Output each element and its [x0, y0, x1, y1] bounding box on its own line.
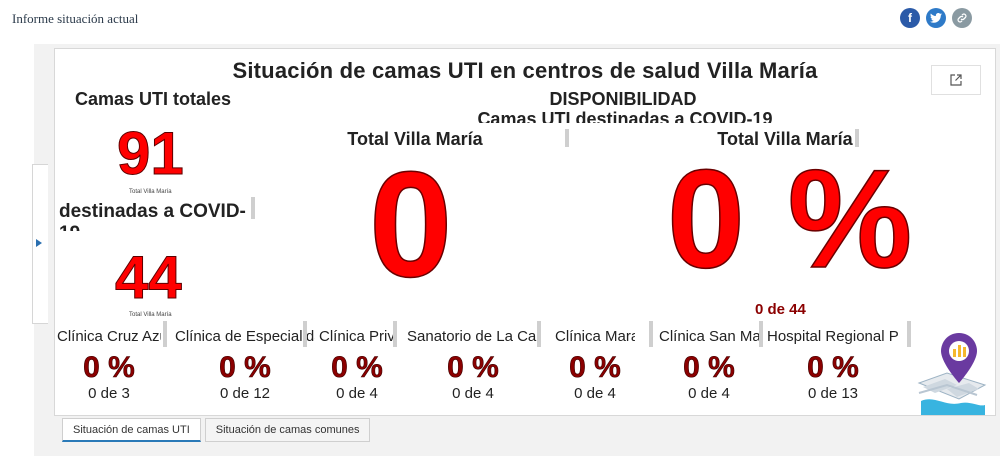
- twitter-bird-shape: [930, 13, 942, 23]
- clinic-pct: 0 %: [331, 351, 383, 385]
- clinic-fraction: 0 de 4: [574, 385, 616, 402]
- availability-title: DISPONIBILIDAD: [549, 89, 697, 109]
- covid-beds-label: destinadas a COVID-19: [59, 201, 246, 231]
- clinic-card: Clínica de Especialidades 0 % 0 de 12: [175, 327, 315, 403]
- dashboard-title: Situación de camas UTI en centros de sal…: [232, 58, 818, 83]
- facebook-icon[interactable]: f: [900, 8, 920, 28]
- clinic-name: Clínica de Especialidades: [175, 328, 315, 345]
- chevron-right-icon: [36, 239, 42, 247]
- side-panel-toggle[interactable]: [32, 164, 48, 324]
- scrollbar-thumb[interactable]: [855, 129, 859, 147]
- view-tabs: Situación de camas UTI Situación de cama…: [62, 418, 371, 442]
- clinic-card: Hospital Regional Pasteur 0 % 0 de 13: [767, 327, 899, 403]
- clinic-name: Sanatorio de La Cañada: [407, 328, 539, 345]
- available-pct-value: 0 %: [666, 140, 915, 297]
- clinic-fraction: 0 de 12: [219, 385, 271, 402]
- available-count-label: Total Villa María: [347, 129, 483, 149]
- clinic-pct: 0 %: [447, 351, 499, 385]
- map-pin-icon: [917, 333, 987, 415]
- link-icon[interactable]: [952, 8, 972, 28]
- tab-uti-beds[interactable]: Situación de camas UTI: [62, 418, 201, 442]
- external-link-icon: [950, 74, 962, 86]
- clinic-name: Clínica Cruz Azul: [57, 328, 161, 345]
- expand-button[interactable]: [931, 65, 981, 95]
- header-bar: Informe situación actual f: [0, 0, 1000, 44]
- available-count-value: 0: [368, 140, 453, 308]
- clinic-card: Sanatorio de La Cañada 0 % 0 de 4: [407, 327, 539, 403]
- clinic-name: Clínica Privada: [319, 328, 395, 345]
- scrollbar-thumb[interactable]: [163, 321, 167, 347]
- clinic-pct: 0 %: [219, 351, 271, 385]
- clinic-pct: 0 %: [569, 351, 621, 385]
- clinic-card: Clínica San Martín 0 % 0 de 4: [659, 327, 759, 403]
- clinic-name: Clínica San Martín: [659, 328, 759, 345]
- scrollbar-thumb[interactable]: [649, 321, 653, 347]
- clinic-name: Hospital Regional Pasteur: [767, 328, 899, 345]
- clinic-fraction: 0 de 3: [88, 385, 130, 402]
- available-pct-fraction: 0 de 44: [755, 301, 806, 318]
- clinic-card: Clínica Cruz Azul 0 % 0 de 3: [57, 327, 161, 403]
- availability-subtitle: Camas UTI destinadas a COVID-19: [477, 109, 773, 123]
- chain-link-shape: [957, 13, 967, 23]
- clinic-card: Clínica Marañón 0 % 0 de 4: [555, 327, 635, 403]
- uti-total-caption: Total Villa María: [129, 189, 172, 195]
- uti-total-value: 91: [117, 120, 185, 188]
- clinic-fraction: 0 de 4: [688, 385, 730, 402]
- clinic-pct: 0 %: [83, 351, 135, 385]
- clinic-fraction: 0 de 4: [452, 385, 494, 402]
- clinic-card: Clínica Privada 0 % 0 de 4: [319, 327, 395, 403]
- scrollbar-thumb[interactable]: [565, 129, 569, 147]
- clinic-pct: 0 %: [683, 351, 735, 385]
- clinic-fraction: 0 de 13: [807, 385, 859, 402]
- tab-common-beds[interactable]: Situación de camas comunes: [204, 418, 371, 442]
- scrollbar-thumb[interactable]: [537, 321, 541, 347]
- covid-beds-caption: Total Villa María: [129, 312, 172, 318]
- scrollbar-thumb[interactable]: [759, 321, 763, 347]
- clinic-fraction: 0 de 4: [336, 385, 378, 402]
- clinic-name: Clínica Marañón: [555, 328, 635, 345]
- uti-total-label: Camas UTI totales: [75, 89, 232, 109]
- available-pct-label: Total Villa María: [717, 129, 853, 149]
- scrollbar-thumb[interactable]: [303, 321, 307, 347]
- dashboard-card: Situación de camas UTI en centros de sal…: [54, 48, 996, 416]
- twitter-icon[interactable]: [926, 8, 946, 28]
- page-title: Informe situación actual: [12, 11, 139, 26]
- scrollbar-thumb[interactable]: [251, 197, 255, 219]
- covid-beds-value: 44: [115, 244, 183, 312]
- scrollbar-thumb[interactable]: [907, 321, 911, 347]
- clinic-pct: 0 %: [807, 351, 859, 385]
- scrollbar-thumb[interactable]: [393, 321, 397, 347]
